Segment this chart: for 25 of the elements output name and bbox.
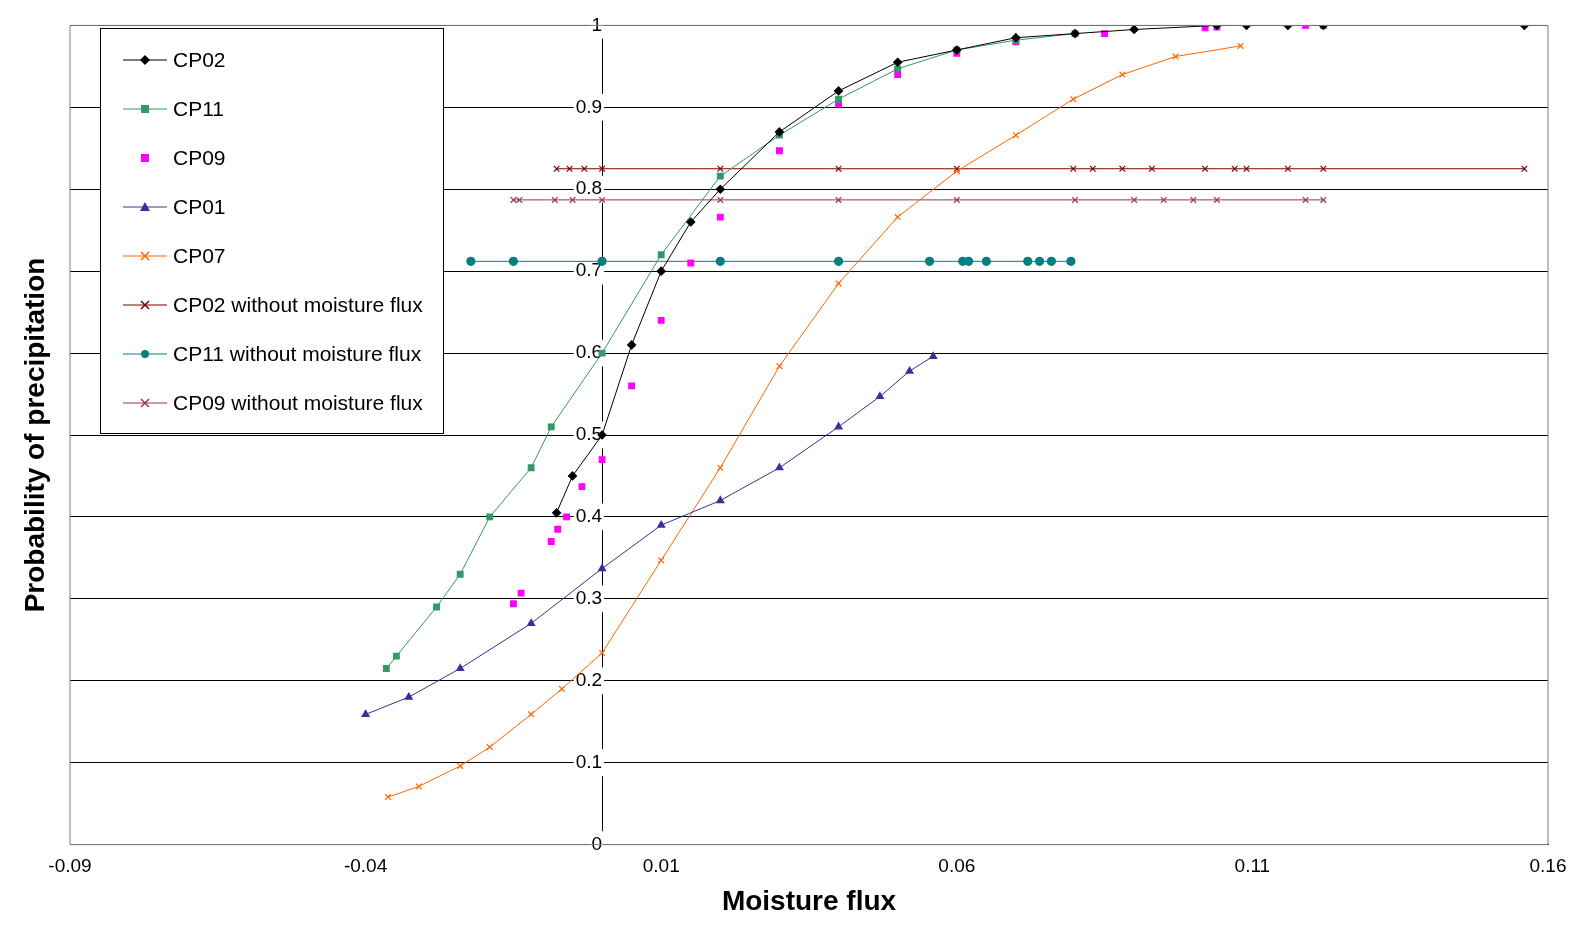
x-axis-title: Moisture flux bbox=[721, 884, 897, 916]
legend-label: CP11 without moisture flux bbox=[173, 341, 422, 366]
y-tick-label: 0.3 bbox=[575, 587, 603, 609]
legend-label: CP09 without moisture flux bbox=[173, 390, 423, 415]
y-tick-label: 0.1 bbox=[575, 750, 603, 772]
y-axis-title: Probability of precipitation bbox=[18, 257, 50, 613]
legend-label: CP01 bbox=[173, 194, 226, 219]
y-tick-label: 0.7 bbox=[575, 259, 603, 281]
y-tick-label: 0 bbox=[591, 832, 603, 854]
legend-label: CP02 bbox=[173, 47, 226, 72]
x-tick-label: 0.16 bbox=[1529, 855, 1567, 877]
x-tick-label: 0.01 bbox=[642, 855, 680, 877]
x-tick-label: 0.11 bbox=[1234, 855, 1271, 877]
legend-label: CP11 bbox=[173, 96, 224, 121]
legend-label: CP09 bbox=[173, 145, 226, 170]
legend-label: CP07 bbox=[173, 243, 226, 268]
x-tick-label: -0.09 bbox=[48, 855, 92, 877]
y-tick-label: 1 bbox=[591, 13, 603, 35]
y-tick-label: 0.9 bbox=[575, 95, 603, 117]
y-tick-label: 0.2 bbox=[575, 668, 603, 690]
legend-label: CP02 without moisture flux bbox=[173, 292, 423, 317]
y-tick-label: 0.4 bbox=[575, 505, 603, 527]
y-tick-label: 0.8 bbox=[575, 177, 603, 199]
x-tick-label: -0.04 bbox=[343, 855, 388, 877]
x-tick-label: 0.06 bbox=[938, 855, 976, 877]
